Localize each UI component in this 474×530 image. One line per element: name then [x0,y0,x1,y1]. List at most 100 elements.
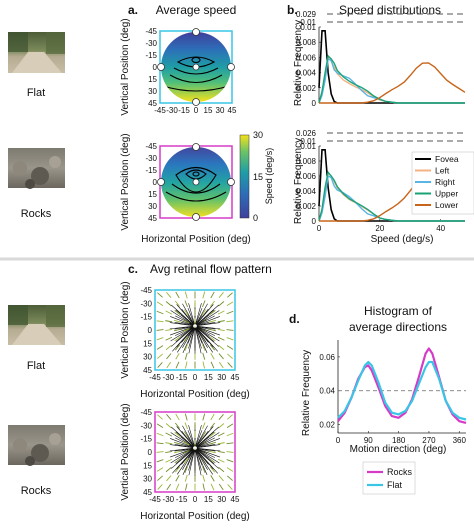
flow-streamline [195,303,202,325]
flow-vector [217,458,225,463]
legend-label-lower: Lower [435,200,458,210]
flow-vector [183,335,189,342]
flow-streamline [196,326,211,330]
flow-streamline [188,449,195,471]
flow-streamline [182,449,195,470]
flow-vector [175,291,180,299]
flow-vector [174,458,181,464]
flow-vector [156,451,164,453]
flow-streamline [195,425,202,447]
flow-streamline [174,326,194,330]
y-tick-label: 0.004 [296,187,317,196]
panel-c-xlabel-top: Horizontal Position (deg) [140,389,250,400]
panel-a-flat-xtick: -45 [154,106,166,115]
flow-streamline [195,308,203,325]
flow-vector [183,309,189,316]
flow-vector [218,301,225,307]
flow-vector [182,328,190,332]
flow-streamline [195,327,202,354]
flow-vector [209,422,216,429]
panel-d-letter: d. [289,312,300,326]
flow-streamline [196,322,221,327]
flow-streamline [196,448,220,464]
flow-streamline [170,448,194,458]
panel-c-ylabel-top: Vertical Position (deg) [120,281,131,378]
flow-vector [156,337,164,341]
legend-box [362,461,416,495]
flow-streamline [195,327,202,349]
x-tick-label: 0 [336,436,341,445]
flow-streamline [187,430,195,447]
flow-vector [175,483,180,491]
flow-vector [157,484,163,490]
flow-streamline [187,327,195,344]
panel-c-ylabel-bottom: Vertical Position (deg) [120,403,131,500]
flow-vector [185,483,188,491]
panel-c-flat-xtick: 0 [193,373,198,382]
flow-vector [226,329,234,331]
flow-streamline [175,449,194,464]
flow-streamline [170,326,194,336]
flow-vector [227,484,233,490]
flow-vector [184,474,188,482]
panel-a-flat-xtick: 0 [194,106,199,115]
region-marker-right [227,178,235,186]
panel-c-flat-ytick: -15 [140,313,152,322]
panel-a-flat-xtick: 30 [216,106,225,115]
panel-c-flat-xtick: -45 [149,373,161,382]
panel-b-ylabel-top: Relative Frequency [293,20,304,106]
flow-vector [175,352,180,360]
flow-vector [226,310,234,315]
flow-vector [182,319,190,324]
flow-vector [217,336,225,341]
y-tick-label: 0 [312,217,317,226]
flow-vector [185,361,188,369]
flow-streamline [196,304,214,325]
flow-streamline [196,426,214,447]
flow-vector [157,475,163,481]
flow-streamline [179,448,194,452]
panel-a-letter: a. [128,3,138,17]
flow-vector [201,309,207,316]
flow-streamline [196,448,211,452]
panel-a-rocks-ytick: -30 [145,154,157,163]
panel-c-rocks-ytick: 15 [143,461,152,470]
panel-c-flat-ytick: -30 [140,299,152,308]
panel-a-flat-ytick: 15 [148,75,157,84]
flow-vector [165,466,172,473]
panel-c-flat-xtick: 15 [204,373,213,382]
flow-vector [175,474,180,482]
flow-streamline [182,327,195,348]
flow-vector [201,431,207,438]
flow-vector [183,431,189,438]
flow-vector [208,328,217,332]
flow-streamline [181,449,194,465]
colorbar-tick-30: 30 [253,130,263,140]
speed-map-rocks [157,143,235,221]
flow-streamline [170,326,194,342]
panel-c-rocks-xtick: -45 [149,495,161,504]
x-tick-label: 360 [453,436,467,445]
flow-streamline [196,327,219,347]
x-tick-label: 270 [422,436,436,445]
panel-a-flat-xtick: 45 [228,106,237,115]
panel-c-flat-xtick: 45 [231,373,240,382]
flow-vector [173,450,182,454]
panel-b-letter: b. [287,3,298,17]
x-tick-label: 0 [317,224,322,233]
flow-streamline [187,308,195,325]
flow-streamline [179,321,194,326]
flow-streamline [182,425,195,447]
flow-vector [209,344,216,351]
flow-streamline [196,437,215,448]
flow-vector [165,451,173,453]
x-tick-label: 90 [364,436,373,445]
flow-streamline [196,448,215,458]
y-tick-label: 0.01 [300,142,316,151]
flow-vector [202,483,205,491]
panel-a-rocks-ytick: 15 [148,190,157,199]
region-marker-right [227,63,235,71]
scene-photo-flat-top [8,32,65,73]
flow-vector [174,310,181,315]
flow-vector [182,450,190,454]
